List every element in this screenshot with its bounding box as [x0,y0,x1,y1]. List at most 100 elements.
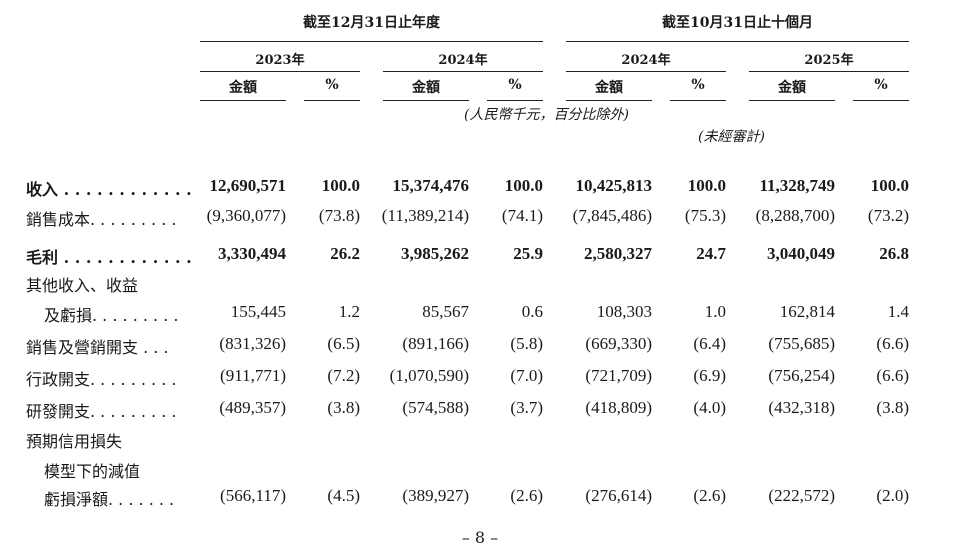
group-rule-fiscal-year [200,41,543,42]
year-rule-2024-tm [566,71,726,72]
pct-header: % [874,77,888,93]
cell-admin-expenses-6: (756,254) [768,366,835,385]
amount-header: 金額 [229,80,257,96]
cell-rnd-expenses-7: (3.8) [876,398,909,417]
cell-gross-profit-2: 3,985,262 [401,244,469,263]
cell-other-income-4: 108,303 [596,302,652,321]
cell-selling-expenses-7: (6.6) [876,334,909,353]
cell-selling-expenses-2: (891,166) [402,334,469,353]
cell-other-income-2: 85,567 [422,302,469,321]
cell-revenue-3: 100.0 [504,176,543,195]
cell-other-income-3: 0.6 [521,302,543,321]
year-rule-2025 [749,71,909,72]
cell-rnd-expenses-1: (3.8) [327,398,360,417]
cell-revenue-5: 100.0 [687,176,726,195]
page-number: – 8 – [461,528,499,547]
row-label-cost-of-sales: 銷售成本. . . . . . . . . [26,210,177,229]
cell-gross-profit-3: 25.9 [513,244,543,263]
amount-header: 金額 [595,80,623,96]
cell-cost-of-sales-6: (8,288,700) [755,206,835,225]
cell-rnd-expenses-4: (418,809) [585,398,652,417]
group-rule-ten-months [566,41,909,42]
cell-gross-profit-7: 26.8 [879,244,909,263]
cell-impairment-net-1: (4.5) [327,486,360,505]
year-2024-tm: 2024年 [621,53,671,68]
row-label-other-income: 及虧損. . . . . . . . . [44,306,179,325]
sub-rule [853,100,909,101]
row-label-selling-expenses: 銷售及營銷開支 . . . [26,338,169,357]
cell-impairment-net-3: (2.6) [510,486,543,505]
cell-cost-of-sales-3: (74.1) [501,206,543,225]
cell-admin-expenses-4: (721,709) [585,366,652,385]
cell-other-income-7: 1.4 [887,302,909,321]
row-label-other-income-header: 其他收入、收益 [26,276,139,295]
cell-revenue-0: 12,690,571 [209,176,287,195]
cell-selling-expenses-0: (831,326) [219,334,286,353]
cell-admin-expenses-3: (7.0) [510,366,543,385]
year-rule-2023 [200,71,360,72]
cell-impairment-net-4: (276,614) [585,486,652,505]
sub-rule [200,100,286,101]
cell-selling-expenses-4: (669,330) [585,334,652,353]
sub-rule [670,100,726,101]
cell-other-income-6: 162,814 [779,302,835,321]
cell-selling-expenses-1: (6.5) [327,334,360,353]
cell-impairment-net-0: (566,117) [220,486,286,505]
cell-gross-profit-1: 26.2 [330,244,360,263]
row-label-gross-profit: 毛利 . . . . . . . . . . . . [26,248,192,267]
cell-revenue-1: 100.0 [321,176,360,195]
cell-gross-profit-5: 24.7 [696,244,726,263]
amount-header: 金額 [778,80,806,96]
cell-revenue-6: 11,328,749 [759,176,835,195]
cell-gross-profit-6: 3,040,049 [767,244,835,263]
cell-rnd-expenses-3: (3.7) [510,398,543,417]
amount-header: 金額 [412,80,440,96]
cell-impairment-net-6: (222,572) [768,486,835,505]
cell-cost-of-sales-1: (73.8) [318,206,360,225]
row-label-revenue: 收入 . . . . . . . . . . . . [26,180,192,199]
cell-selling-expenses-3: (5.8) [510,334,543,353]
cell-admin-expenses-2: (1,070,590) [389,366,469,385]
row-label-impairment-net: 虧損淨額. . . . . . . [44,490,175,509]
sub-rule [566,100,652,101]
group-title-fiscal-year: 截至12月31日止年度 [303,15,440,31]
cell-selling-expenses-5: (6.4) [693,334,726,353]
sub-rule [304,100,360,101]
cell-admin-expenses-1: (7.2) [327,366,360,385]
cell-cost-of-sales-0: (9,360,077) [206,206,286,225]
cell-revenue-2: 15,374,476 [392,176,470,195]
cell-admin-expenses-5: (6.9) [693,366,726,385]
cell-other-income-5: 1.0 [704,302,726,321]
cell-impairment-net-2: (389,927) [402,486,469,505]
pct-header: % [508,77,522,93]
cell-impairment-net-7: (2.0) [876,486,909,505]
cell-other-income-0: 155,445 [230,302,286,321]
row-label-admin-expenses: 行政開支. . . . . . . . . [26,370,177,389]
cell-other-income-1: 1.2 [338,302,360,321]
unaudited-note: (未經審計) [698,129,765,145]
group-title-ten-months: 截至10月31日止十個月 [662,15,813,31]
cell-admin-expenses-7: (6.6) [876,366,909,385]
cell-revenue-7: 100.0 [870,176,909,195]
cell-cost-of-sales-7: (73.2) [867,206,909,225]
cell-rnd-expenses-2: (574,588) [402,398,469,417]
cell-gross-profit-4: 2,580,327 [584,244,652,263]
currency-note: (人民幣千元，百分比除外) [464,107,629,123]
sub-rule [383,100,469,101]
cell-rnd-expenses-5: (4.0) [693,398,726,417]
cell-cost-of-sales-2: (11,389,214) [381,206,469,225]
cell-gross-profit-0: 3,330,494 [218,244,286,263]
cell-cost-of-sales-4: (7,845,486) [572,206,652,225]
year-rule-2024-fy [383,71,543,72]
row-label-ecl-header-2: 模型下的減值 [44,462,141,481]
year-2025: 2025年 [804,53,854,68]
row-label-ecl-header-1: 預期信用損失 [26,432,123,451]
cell-cost-of-sales-5: (75.3) [684,206,726,225]
pct-header: % [691,77,705,93]
cell-admin-expenses-0: (911,771) [220,366,286,385]
cell-rnd-expenses-6: (432,318) [768,398,835,417]
year-2024-fy: 2024年 [438,53,488,68]
year-2023: 2023年 [255,53,305,68]
cell-selling-expenses-6: (755,685) [768,334,835,353]
cell-impairment-net-5: (2.6) [693,486,726,505]
